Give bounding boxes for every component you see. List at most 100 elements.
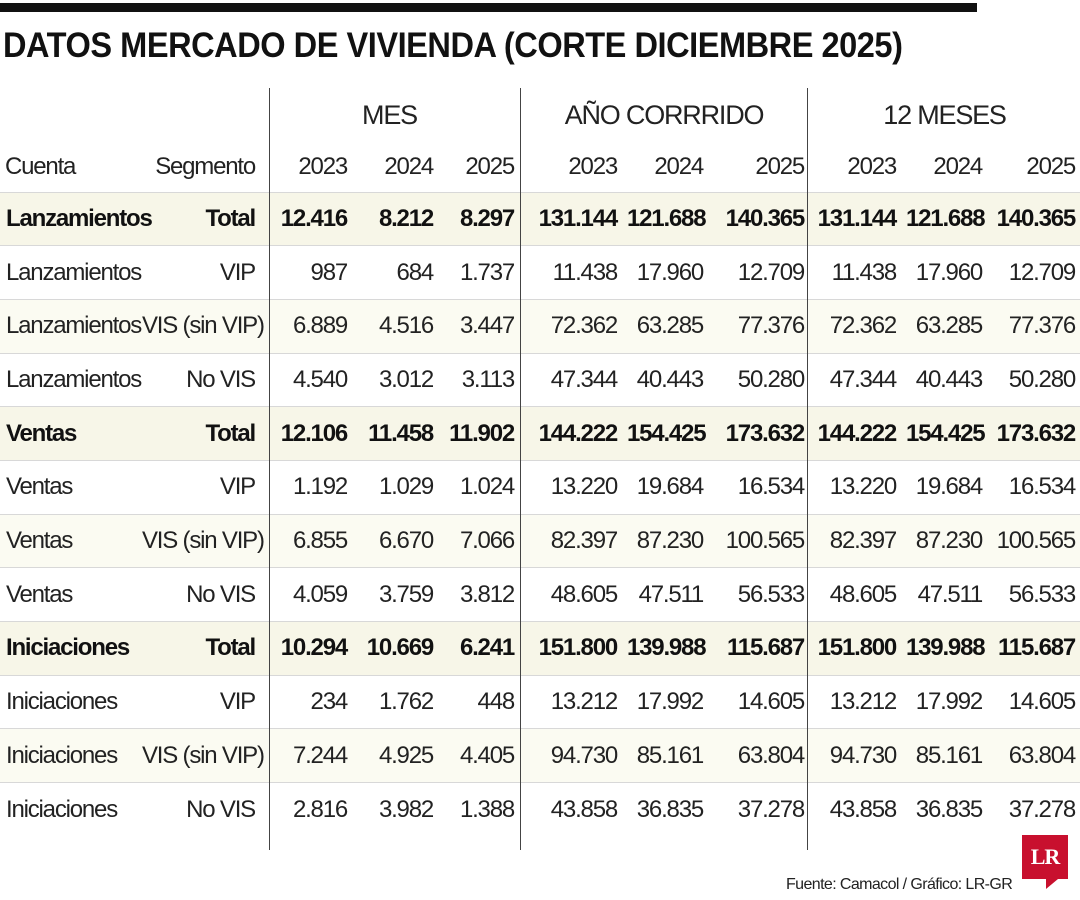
value-cell: 3.447 (438, 299, 519, 354)
table-row: Iniciaciones VIS (sin VIP) 7.244 4.925 4.405… (0, 728, 1080, 783)
value-cell: 37.278 (737, 795, 805, 823)
column-header-year: 2025 (1026, 152, 1076, 180)
value-cell: 7.066 (438, 514, 519, 568)
housing-data-table: MES AÑO CORRRIDO 12 MESES Cuenta Segment… (0, 88, 1080, 836)
value-cell: 47.511 (917, 580, 984, 608)
value-cell: 234 (310, 688, 349, 716)
value-cell: 40.443 (636, 365, 704, 393)
value-cell: 82.397 (809, 514, 902, 568)
value-cell: 139.988 (901, 621, 988, 676)
value-cell: 11.458 (352, 406, 438, 461)
cuenta-cell: Lanzamientos (6, 258, 142, 286)
value-cell: 47.344 (829, 365, 897, 393)
value-cell: 13.220 (550, 473, 618, 501)
cuenta-cell: Ventas (6, 473, 73, 501)
segmento-cell: VIS (sin VIP) (137, 728, 265, 783)
value-cell: 6.889 (260, 299, 352, 354)
value-cell: 140.365 (708, 192, 810, 246)
column-header-year: 2024 (654, 152, 704, 180)
value-cell: 4.925 (352, 728, 438, 783)
value-cell: 36.835 (636, 795, 704, 823)
value-cell: 8.212 (352, 192, 438, 246)
value-cell: 94.730 (809, 728, 902, 783)
column-header-year: 2023 (298, 152, 348, 180)
cuenta-cell: Lanzamientos (6, 365, 142, 393)
table-row: Lanzamientos No VIS 4.540 3.012 3.113 47.344 4… (0, 353, 1080, 407)
value-cell: 2.816 (292, 795, 348, 823)
value-cell: 19.684 (636, 473, 704, 501)
value-cell: 85.161 (901, 728, 988, 783)
value-cell: 100.565 (708, 514, 810, 568)
value-cell: 13.212 (550, 688, 618, 716)
value-cell: 151.800 (519, 621, 622, 676)
value-cell: 16.534 (1008, 473, 1076, 501)
group-header-mes: MES (362, 99, 418, 130)
value-cell: 50.280 (1008, 365, 1076, 393)
value-cell: 1.029 (378, 473, 434, 501)
value-cell: 63.804 (987, 728, 1080, 783)
cuenta-cell: Iniciaciones (6, 688, 118, 716)
value-cell: 3.982 (378, 795, 434, 823)
value-cell: 115.687 (708, 621, 810, 676)
group-header-12-meses: 12 MESES (883, 99, 1007, 130)
value-cell: 50.280 (737, 365, 805, 393)
cuenta-cell: Ventas (6, 580, 73, 608)
table-row: Iniciaciones No VIS 2.816 3.982 1.388 43.858 3… (0, 782, 1080, 837)
value-cell: 13.220 (829, 473, 897, 501)
value-cell: 684 (396, 258, 435, 286)
value-cell: 56.533 (737, 580, 805, 608)
value-cell: 12.416 (260, 192, 352, 246)
segmento-cell: VIP (219, 688, 256, 716)
value-cell: 140.365 (987, 192, 1080, 246)
page-title: DATOS MERCADO DE VIVIENDA (CORTE DICIEMB… (3, 26, 903, 65)
value-cell: 1.192 (292, 473, 348, 501)
value-cell: 4.059 (292, 580, 348, 608)
value-cell: 63.285 (622, 299, 708, 354)
value-cell: 4.540 (292, 365, 348, 393)
value-cell: 43.858 (829, 795, 897, 823)
value-cell: 36.835 (915, 795, 983, 823)
value-cell: 14.605 (1008, 688, 1076, 716)
value-cell: 63.285 (901, 299, 988, 354)
value-cell: 139.988 (622, 621, 708, 676)
segmento-cell: No VIS (186, 795, 256, 823)
segmento-cell: VIP (219, 473, 256, 501)
value-cell: 17.992 (915, 688, 983, 716)
value-cell: 6.670 (352, 514, 438, 568)
table-row: Lanzamientos VIS (sin VIP) 6.889 4.516 3.447… (0, 299, 1080, 354)
value-cell: 47.344 (550, 365, 618, 393)
column-header-year: 2025 (465, 152, 515, 180)
table-body: Lanzamientos Total 12.416 8.212 8.297 131.144… (0, 192, 1080, 836)
value-cell: 151.800 (809, 621, 902, 676)
value-cell: 144.222 (519, 406, 622, 461)
value-cell: 94.730 (519, 728, 622, 783)
value-cell: 12.106 (260, 406, 352, 461)
value-cell: 43.858 (550, 795, 618, 823)
table-row-total: Lanzamientos Total 12.416 8.212 8.297 131.144… (0, 192, 1080, 246)
value-cell: 7.244 (260, 728, 352, 783)
group-header-row: MES AÑO CORRRIDO 12 MESES (0, 88, 1080, 142)
value-cell: 144.222 (809, 406, 902, 461)
segmento-cell: No VIS (186, 365, 256, 393)
value-cell: 4.516 (352, 299, 438, 354)
value-cell: 48.605 (829, 580, 897, 608)
column-header-cuenta: Cuenta (5, 152, 76, 180)
column-header-year: 2025 (755, 152, 805, 180)
value-cell: 154.425 (901, 406, 988, 461)
column-header-year: 2023 (568, 152, 618, 180)
value-cell: 47.511 (638, 580, 705, 608)
value-cell: 8.297 (438, 192, 519, 246)
source-credit: Fuente: Camacol / Gráfico: LR-GR (786, 876, 1013, 893)
value-cell: 173.632 (708, 406, 810, 461)
value-cell: 12.709 (1008, 258, 1076, 286)
table-row: Ventas VIS (sin VIP) 6.855 6.670 7.066 82.397… (0, 514, 1080, 568)
cuenta-cell: Ventas (0, 406, 137, 461)
value-cell: 87.230 (901, 514, 988, 568)
column-header-year: 2024 (384, 152, 434, 180)
value-cell: 3.812 (459, 580, 515, 608)
value-cell: 10.294 (260, 621, 352, 676)
value-cell: 11.438 (552, 258, 619, 286)
value-cell: 17.960 (915, 258, 983, 286)
value-cell: 154.425 (622, 406, 708, 461)
value-cell: 1.762 (378, 688, 434, 716)
